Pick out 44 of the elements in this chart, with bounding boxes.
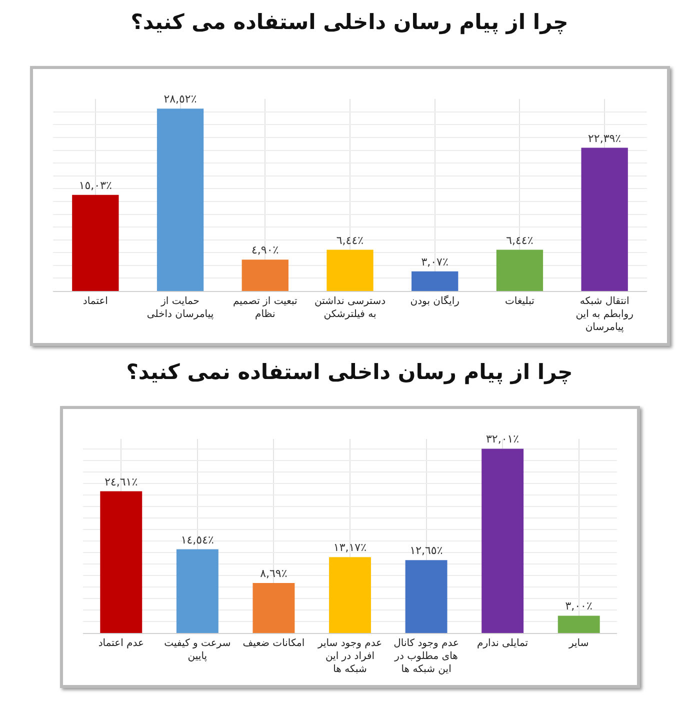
bar xyxy=(242,260,288,291)
bar xyxy=(412,271,458,291)
x-tick-label: عدم وجود کانال های مطلوب در این شبکه ها xyxy=(394,638,459,675)
data-label: ٢٢,٣٩٪ xyxy=(588,132,622,145)
chart-title: چرا از پیام رسان داخلی استفاده نمی کنید؟ xyxy=(125,360,574,384)
data-label: ٤,٩٠٪ xyxy=(252,244,279,257)
data-label: ٦,٤٤٪ xyxy=(336,234,364,247)
x-tick-label: سرعت و کیفیت پایین xyxy=(164,638,231,662)
x-tick-label: تمایلی ندارم xyxy=(477,638,528,649)
bar xyxy=(156,108,204,291)
data-label: ١٤,٥٤٪ xyxy=(180,533,214,546)
x-tick-label: رایگان بودن xyxy=(410,295,460,307)
chart-title: چرا از پیام رسان داخلی استفاده می کنید؟ xyxy=(130,10,570,34)
x-tick-label: حمایت از پیامرسان داخلی xyxy=(146,296,214,320)
data-label: ١٢,٦٥٪ xyxy=(410,544,443,558)
bar xyxy=(252,582,295,633)
bar xyxy=(176,549,218,633)
x-tick-label: انتقال شبکه روابطم به این پیامرسان xyxy=(576,296,634,333)
data-label: ٢٤,٦١٪ xyxy=(104,475,138,488)
data-label: ٢٨,٥٢٪ xyxy=(164,92,197,106)
x-tick-label: امکانات ضعیف xyxy=(242,638,305,649)
x-tick-label: عدم اعتماد xyxy=(98,638,144,649)
bar xyxy=(329,557,371,633)
bar xyxy=(72,194,119,291)
bar xyxy=(558,616,600,633)
x-tick-label: دسترسی نداشتن به فیلترشکن xyxy=(314,296,386,320)
bar xyxy=(496,250,544,291)
bar xyxy=(581,148,628,291)
x-tick-label: سایر xyxy=(568,638,589,649)
bar xyxy=(326,250,374,291)
bar xyxy=(100,491,142,633)
x-tick-label: عدم وجود سایر افراد در این شبکه ها xyxy=(316,638,382,675)
x-tick-label: تبعیت از تصمیم نظام xyxy=(232,296,298,320)
data-label: ٣,٠٠٪ xyxy=(565,600,592,613)
data-label: ٨,٦٩٪ xyxy=(260,566,288,580)
data-label: ٣٢,٠١٪ xyxy=(486,432,520,446)
data-label: ١٣,١٧٪ xyxy=(333,541,367,554)
data-label: ١٥,٠٣٪ xyxy=(78,178,112,192)
bar xyxy=(482,448,524,633)
data-label: ٣,٠٧٪ xyxy=(421,255,448,268)
x-tick-label: تبلیغات xyxy=(505,296,535,307)
bar xyxy=(405,560,448,633)
x-tick-label: اعتماد xyxy=(82,296,108,307)
data-label: ٦,٤٤٪ xyxy=(506,234,534,247)
